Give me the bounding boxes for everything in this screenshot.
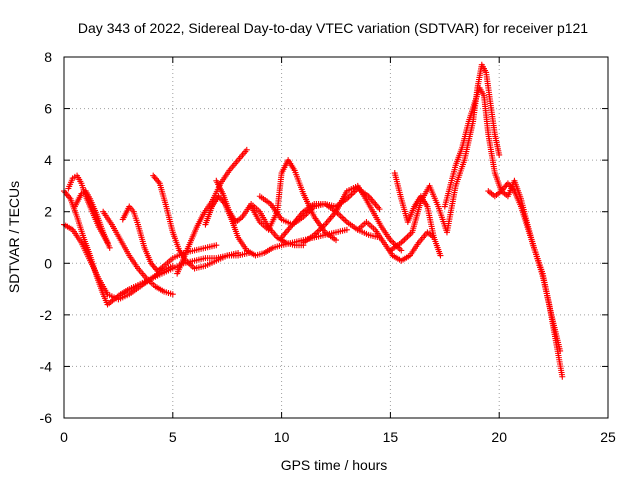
y-tick-label: -6: [40, 410, 53, 426]
data-point: [169, 291, 176, 298]
data-point: [437, 252, 444, 259]
y-tick-label: 6: [44, 101, 52, 117]
y-tick-label: 0: [44, 255, 52, 271]
data-point: [559, 373, 566, 380]
data-point: [496, 151, 503, 158]
data-points: [61, 61, 566, 380]
data-point: [169, 262, 176, 269]
y-axis-label: SDTVAR / TECUs: [6, 181, 22, 293]
y-tick-label: 2: [44, 204, 52, 220]
x-tick-label: 10: [274, 429, 290, 445]
series-sat-n: [300, 182, 405, 254]
data-point: [557, 347, 564, 354]
x-tick-label: 5: [169, 429, 177, 445]
series-sat-h: [174, 146, 250, 277]
series-sat-r: [441, 84, 566, 380]
series-sat-q: [387, 61, 503, 254]
data-point: [235, 249, 242, 256]
y-tick-label: 4: [44, 152, 52, 168]
series-sat-b: [61, 221, 176, 303]
series-sat-s: [485, 180, 564, 354]
y-tick-labels: -6 -4 -2 0 2 4 6 8: [40, 49, 53, 426]
x-tick-label: 0: [60, 429, 68, 445]
series-sat-f: [119, 203, 220, 275]
x-tick-labels: 0 5 10 15 20 25: [60, 429, 616, 445]
data-point: [333, 237, 339, 244]
x-tick-label: 15: [383, 429, 399, 445]
x-tick-label: 25: [600, 429, 616, 445]
series-sat-g: [150, 172, 242, 272]
series-sat-p: [391, 170, 444, 259]
plot-frame: [63, 56, 609, 419]
data-point: [376, 206, 383, 213]
axis-ticks: [63, 56, 609, 419]
y-tick-label: 8: [44, 49, 52, 65]
data-point: [213, 242, 220, 249]
chart-title: Day 343 of 2022, Sidereal Day-to-day VTE…: [78, 20, 588, 36]
series-sat-o: [354, 219, 437, 264]
data-point: [243, 146, 250, 153]
x-tick-label: 20: [491, 429, 507, 445]
data-point: [343, 226, 350, 233]
series-sat-d: [71, 188, 113, 251]
y-tick-label: -4: [40, 358, 53, 374]
series-sat-i: [202, 193, 350, 259]
y-tick-label: -2: [40, 307, 53, 323]
data-point: [398, 247, 405, 254]
series-sat-m: [278, 185, 383, 241]
x-axis-label: GPS time / hours: [281, 457, 388, 473]
data-point: [106, 244, 113, 251]
series-sat-j: [213, 177, 307, 249]
series-sat-e: [100, 208, 176, 298]
